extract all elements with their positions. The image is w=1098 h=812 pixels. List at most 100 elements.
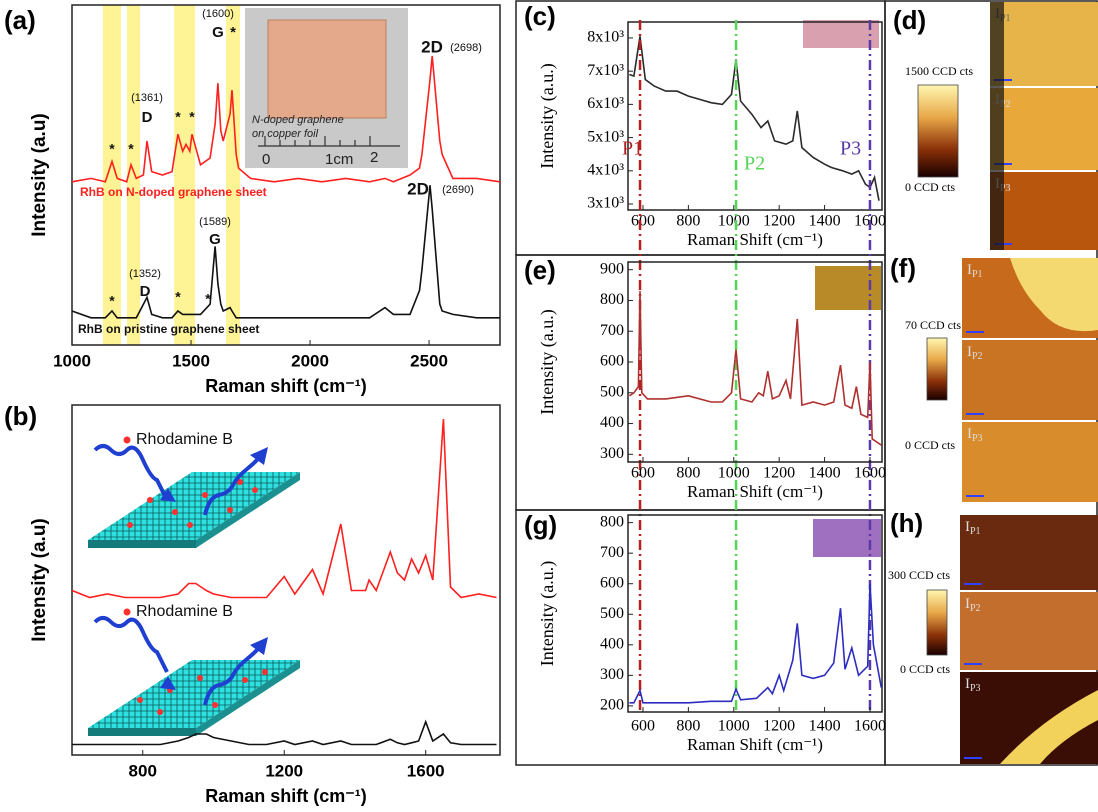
map-subscript: P3	[970, 683, 981, 694]
inset-text: N-doped graphene	[252, 114, 344, 126]
intensity-map	[990, 2, 1098, 86]
map-feature	[1000, 690, 1098, 764]
x-axis-title: Raman Shift (cm⁻¹)	[687, 735, 823, 754]
annotation: RhB on N-doped graphene sheet	[80, 185, 267, 199]
inset-photo	[245, 8, 408, 168]
x-tick-label: 1000	[718, 465, 750, 482]
x-tick-label: 1600	[854, 465, 886, 482]
map-label: IP3	[965, 676, 981, 694]
intensity-map	[962, 340, 1098, 420]
x-axis-title: Raman shift (cm⁻¹)	[205, 786, 367, 806]
x-tick-label: 2500	[410, 351, 448, 370]
x-tick-label: 2000	[291, 351, 329, 370]
map-symbol: I	[965, 519, 970, 535]
map-label: IP1	[965, 519, 981, 537]
color-bar-min: 0 CCD cts	[905, 180, 955, 194]
x-tick-label: 1200	[763, 213, 795, 230]
y-tick-label: 4x10³	[587, 161, 624, 178]
y-tick-label: 500	[600, 605, 624, 622]
y-tick-label: 400	[600, 635, 624, 652]
x-tick-label: 1400	[809, 718, 841, 735]
highlight-band	[174, 5, 196, 345]
color-bar	[926, 589, 948, 656]
color-bar-min: 0 CCD cts	[905, 438, 955, 452]
x-tick-label: 1200	[763, 465, 795, 482]
annotation: 2D	[421, 37, 443, 56]
y-tick-label: 600	[600, 353, 624, 370]
y-tick-label: 300	[600, 666, 624, 683]
annotation: 2D	[407, 179, 429, 198]
y-tick-label: 700	[600, 322, 624, 339]
x-tick-label: 800	[676, 718, 700, 735]
map-subscript: P2	[970, 603, 981, 614]
x-tick-label: 600	[631, 718, 655, 735]
x-tick-label: 1400	[809, 465, 841, 482]
panel-label: (h)	[890, 508, 923, 538]
y-tick-label: 700	[600, 544, 624, 561]
y-tick-label: 6x10³	[587, 95, 624, 112]
panel-label: (e)	[524, 255, 556, 285]
x-tick-label: 1600	[407, 761, 445, 780]
intensity-map	[990, 88, 1098, 170]
color-bar	[917, 84, 959, 178]
map-symbol: I	[965, 676, 970, 692]
panel-label: (a)	[4, 5, 36, 35]
annotation: G	[209, 231, 221, 248]
spectrum-line	[71, 185, 500, 319]
annotation: D	[140, 283, 151, 300]
annotation: (2698)	[450, 42, 482, 54]
y-tick-label: 800	[600, 513, 624, 530]
panel-label: (b)	[4, 401, 37, 431]
spectrum-line	[628, 291, 882, 446]
y-tick-label: 400	[600, 414, 624, 431]
intensity-map	[960, 515, 1098, 590]
x-tick-label: 1400	[809, 213, 841, 230]
plot-frame	[627, 21, 883, 211]
annotation: RhB on pristine graphene sheet	[78, 322, 259, 336]
map-label: IP2	[965, 596, 981, 614]
color-bar	[926, 337, 948, 401]
annotation: *	[189, 109, 195, 125]
x-tick-label: 800	[129, 761, 157, 780]
panel-label: (c)	[524, 1, 556, 31]
spectrum-line	[629, 36, 880, 201]
map-feature	[1010, 258, 1098, 332]
annotation: (1361)	[131, 92, 163, 104]
map-symbol: I	[967, 262, 972, 278]
y-tick-label: 7x10³	[587, 62, 624, 79]
map-shadow	[990, 2, 1004, 250]
highlight-band	[226, 5, 241, 345]
color-bar-max: 1500 CCD cts	[905, 64, 973, 78]
reference-label: P1	[622, 138, 643, 160]
y-tick-label: 5x10³	[587, 128, 624, 145]
annotation: *	[109, 141, 115, 157]
highlight-band	[126, 5, 141, 345]
x-tick-label: 1000	[718, 718, 750, 735]
color-bar-max: 300 CCD cts	[888, 568, 950, 582]
y-tick-label: 300	[600, 445, 624, 462]
map-symbol: I	[965, 596, 970, 612]
y-tick-label: 8x10³	[587, 29, 624, 46]
color-bar-min: 0 CCD cts	[900, 662, 950, 676]
intensity-map	[962, 422, 1098, 502]
x-tick-label: 1000	[718, 213, 750, 230]
annotation: G	[212, 24, 224, 41]
x-axis-title: Raman shift (cm⁻¹)	[205, 376, 367, 396]
annotation: *	[175, 289, 181, 305]
reference-label: P2	[744, 153, 765, 175]
annotation: *	[230, 24, 236, 41]
y-tick-label: 900	[600, 260, 624, 277]
inset-text: 0	[262, 151, 270, 168]
x-tick-label: 800	[676, 213, 700, 230]
plot-frame	[71, 404, 501, 756]
y-tick-label: 600	[600, 574, 624, 591]
spectrum-line	[71, 418, 497, 599]
schematic	[88, 436, 300, 736]
map-symbol: I	[967, 344, 972, 360]
map-subscript: P3	[1000, 183, 1011, 194]
annotation: *	[205, 291, 211, 307]
map-subscript: P2	[972, 351, 983, 362]
y-axis-title: Intensity (a.u)	[29, 518, 50, 642]
highlight-band	[102, 5, 122, 345]
